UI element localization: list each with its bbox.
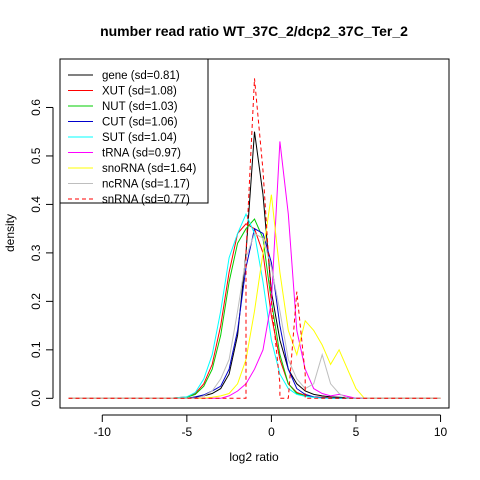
series-line-8	[68, 78, 441, 399]
series-line-4	[68, 212, 441, 399]
y-tick-label-6: 0.6	[29, 99, 43, 116]
legend-label-2: NUT (sd=1.03)	[102, 101, 178, 113]
y-tick-label-0: 0.0	[29, 390, 43, 407]
x-tick-label-1: -5	[182, 425, 193, 439]
y-tick-label-3: 0.3	[29, 244, 43, 261]
legend-label-6: snoRNA (sd=1.64)	[102, 163, 196, 175]
legend-label-4: SUT (sd=1.04)	[102, 132, 177, 144]
legend-label-0: gene (sd=0.81)	[102, 70, 180, 82]
y-tick-label-4: 0.4	[29, 196, 43, 213]
legend-label-7: ncRNA (sd=1.17)	[102, 179, 190, 191]
series-line-7	[68, 232, 441, 399]
x-tick-label-0: -10	[94, 425, 112, 439]
y-axis-label: density	[3, 214, 17, 252]
legend-box	[59, 58, 209, 204]
series-line-6	[68, 194, 441, 399]
x-tick-label-2: 0	[268, 425, 275, 439]
y-tick-label-5: 0.5	[29, 147, 43, 164]
x-tick-label-4: 10	[434, 425, 448, 439]
x-axis-label: log2 ratio	[229, 450, 279, 464]
y-axis: 0.0 0.1 0.2 0.3 0.4 0.5 0.6	[29, 99, 54, 407]
series-lines	[68, 78, 441, 399]
legend-label-8: snRNA (sd=0.77)	[102, 194, 190, 206]
legend-label-1: XUT (sd=1.08)	[102, 86, 177, 98]
chart-title: number read ratio WT_37C_2/dcp2_37C_Ter_…	[100, 23, 408, 39]
legend-label-3: CUT (sd=1.06)	[102, 117, 178, 129]
series-line-3	[68, 227, 441, 399]
series-line-5	[68, 141, 441, 399]
x-tick-label-3: 5	[353, 425, 360, 439]
x-axis: -10 -5 0 5 10	[94, 414, 448, 439]
legend: gene (sd=0.81) XUT (sd=1.08) NUT (sd=1.03)…	[59, 58, 209, 206]
y-tick-label-1: 0.1	[29, 341, 43, 358]
y-tick-label-2: 0.2	[29, 293, 43, 310]
legend-label-5: tRNA (sd=0.97)	[102, 148, 181, 160]
plot-frame	[59, 58, 450, 409]
